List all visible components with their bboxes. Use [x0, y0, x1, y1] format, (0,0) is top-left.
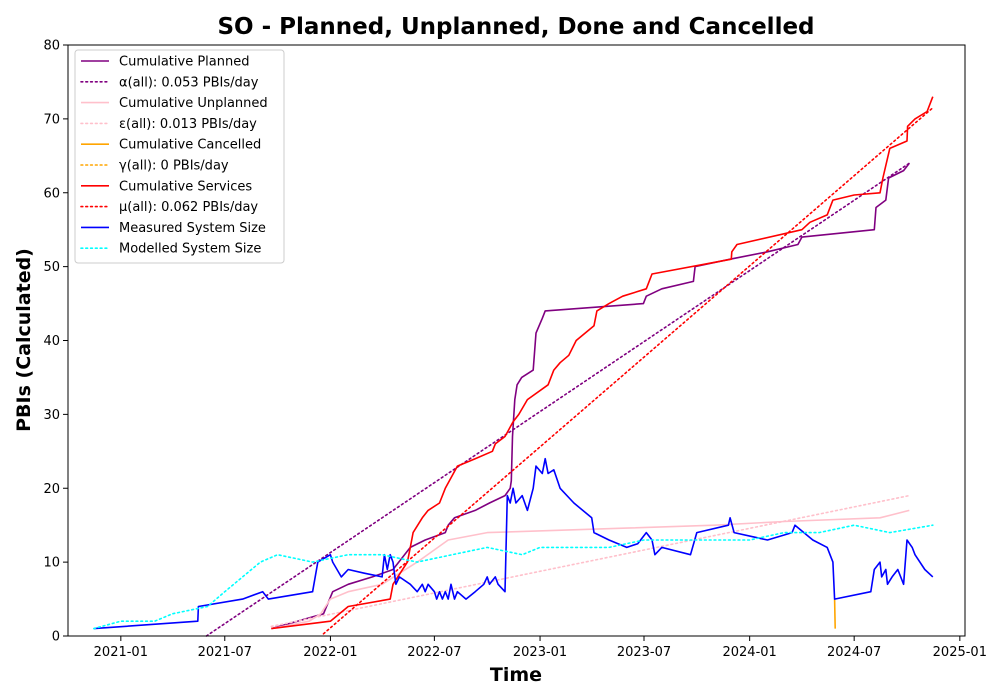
x-tick-label: 2022-01	[303, 645, 357, 660]
series-line-3-all-0-013-pbis-day	[270, 494, 911, 628]
legend-label-measured-system-size: Measured System Size	[119, 221, 266, 236]
series-line-1-all-0-053-pbis-day	[205, 162, 911, 637]
x-axis-label: Time	[490, 664, 542, 686]
series-line-4-cumulative-cancelled	[833, 599, 836, 629]
x-tick-label: 2023-07	[617, 645, 671, 660]
legend-label-all-0-pbis-day: γ(all): 0 PBIs/day	[119, 159, 229, 174]
y-tick-label: 70	[43, 112, 60, 127]
series-line-6-cumulative-services	[271, 96, 934, 630]
series-line-0-cumulative-planned	[271, 162, 910, 630]
x-tick-label: 2024-01	[722, 645, 776, 660]
y-tick-label: 10	[43, 556, 60, 571]
legend-box	[74, 49, 285, 264]
x-tick-label: 2025-01	[933, 645, 987, 660]
y-axis-label: PBIs (Calculated)	[13, 248, 35, 432]
y-tick-label: 60	[43, 186, 60, 201]
legend-label-all-0-053-pbis-day: α(all): 0.053 PBIs/day	[119, 75, 259, 90]
legend-label-all-0-062-pbis-day: μ(all): 0.062 PBIs/day	[119, 200, 258, 215]
x-tick-label: 2022-07	[407, 645, 461, 660]
x-tick-label: 2021-07	[198, 645, 252, 660]
y-tick-label: 20	[43, 482, 60, 497]
y-tick-label: 0	[52, 630, 60, 645]
legend: Cumulative Planned α(all): 0.053 PBIs/day…	[74, 49, 285, 264]
x-tick-label: 2023-01	[513, 645, 567, 660]
x-tick-label: 2021-01	[94, 645, 148, 660]
x-axis: 2021-01 2021-07 2022-01 2022-07 2023-01 2023-…	[94, 636, 987, 660]
y-axis: 0 10 20 30 40 50 60 70 80	[43, 39, 68, 645]
y-tick-label: 30	[43, 408, 60, 423]
legend-label-cumulative-planned: Cumulative Planned	[119, 55, 249, 70]
legend-label-cumulative-unplanned: Cumulative Unplanned	[119, 96, 268, 111]
plot-series	[93, 96, 934, 637]
legend-label-all-0-013-pbis-day: ε(all): 0.013 PBIs/day	[119, 117, 257, 132]
y-tick-label: 80	[43, 39, 60, 54]
series-line-9-modelled-system-size	[93, 524, 934, 630]
y-tick-label: 50	[43, 260, 60, 275]
series-line-8-measured-system-size	[93, 457, 934, 630]
series-line-2-cumulative-unplanned	[271, 509, 910, 630]
legend-label-cumulative-services: Cumulative Services	[119, 179, 252, 194]
y-tick-label: 40	[43, 334, 60, 349]
legend-label-modelled-system-size: Modelled System Size	[119, 242, 261, 257]
chart-title: SO - Planned, Unplanned, Done and Cancel…	[217, 14, 814, 40]
x-tick-label: 2024-07	[827, 645, 881, 660]
legend-label-cumulative-cancelled: Cumulative Cancelled	[119, 138, 261, 153]
series-line-7-all-0-062-pbis-day	[322, 107, 934, 635]
